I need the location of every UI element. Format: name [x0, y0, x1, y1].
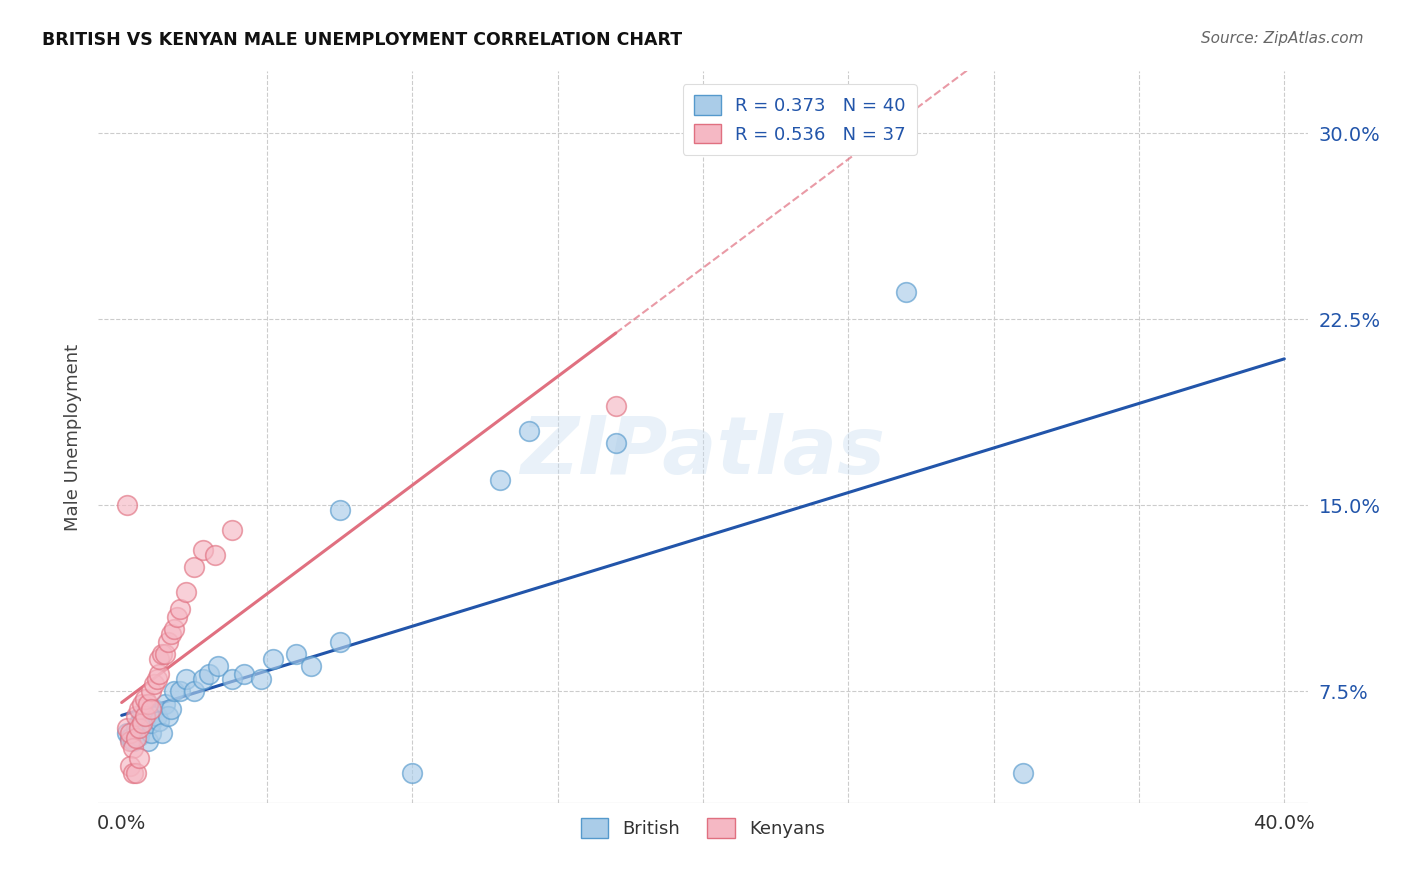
Y-axis label: Male Unemployment: Male Unemployment — [63, 343, 82, 531]
Point — [125, 722, 148, 736]
Point — [128, 701, 150, 715]
Point — [148, 714, 170, 728]
Point — [262, 652, 284, 666]
Point — [155, 697, 177, 711]
Point — [285, 647, 308, 661]
Point — [139, 716, 162, 731]
Point — [134, 691, 156, 706]
Point — [148, 652, 170, 666]
Point — [125, 731, 148, 746]
Point — [142, 701, 165, 715]
Point — [401, 766, 423, 780]
Point — [221, 523, 243, 537]
Point — [198, 666, 221, 681]
Point — [122, 734, 145, 748]
Point — [142, 677, 165, 691]
Point — [155, 647, 177, 661]
Point — [488, 474, 510, 488]
Point — [122, 766, 145, 780]
Point — [1011, 766, 1033, 780]
Point — [160, 701, 183, 715]
Point — [125, 709, 148, 723]
Point — [145, 709, 167, 723]
Point — [250, 672, 273, 686]
Point — [299, 659, 322, 673]
Point — [120, 726, 142, 740]
Point — [139, 726, 162, 740]
Point — [207, 659, 229, 673]
Point — [134, 714, 156, 728]
Point — [122, 741, 145, 756]
Point — [148, 666, 170, 681]
Point — [232, 666, 254, 681]
Point — [136, 697, 159, 711]
Point — [163, 684, 186, 698]
Point — [329, 503, 352, 517]
Point — [191, 542, 214, 557]
Point — [605, 436, 627, 450]
Point — [174, 672, 197, 686]
Point — [169, 602, 191, 616]
Point — [131, 709, 153, 723]
Point — [166, 610, 188, 624]
Point — [183, 560, 205, 574]
Point — [128, 722, 150, 736]
Point — [157, 634, 180, 648]
Point — [120, 731, 142, 746]
Text: BRITISH VS KENYAN MALE UNEMPLOYMENT CORRELATION CHART: BRITISH VS KENYAN MALE UNEMPLOYMENT CORR… — [42, 31, 682, 49]
Point — [157, 709, 180, 723]
Text: Source: ZipAtlas.com: Source: ZipAtlas.com — [1201, 31, 1364, 46]
Point — [605, 399, 627, 413]
Point — [191, 672, 214, 686]
Point — [169, 684, 191, 698]
Point — [174, 585, 197, 599]
Point — [120, 758, 142, 772]
Point — [150, 647, 173, 661]
Point — [117, 498, 139, 512]
Point — [134, 709, 156, 723]
Point — [131, 722, 153, 736]
Point — [139, 684, 162, 698]
Point — [183, 684, 205, 698]
Point — [139, 701, 162, 715]
Point — [128, 729, 150, 743]
Point — [128, 751, 150, 765]
Point — [128, 716, 150, 731]
Point — [517, 424, 540, 438]
Point — [329, 634, 352, 648]
Point — [221, 672, 243, 686]
Legend: British, Kenyans: British, Kenyans — [574, 811, 832, 845]
Point — [120, 734, 142, 748]
Point — [131, 716, 153, 731]
Point — [160, 627, 183, 641]
Point — [896, 285, 918, 299]
Point — [125, 766, 148, 780]
Point — [131, 697, 153, 711]
Point — [117, 726, 139, 740]
Text: ZIPatlas: ZIPatlas — [520, 413, 886, 491]
Point — [145, 672, 167, 686]
Point — [136, 734, 159, 748]
Point — [150, 726, 173, 740]
Point — [117, 722, 139, 736]
Point — [204, 548, 226, 562]
Point — [163, 622, 186, 636]
